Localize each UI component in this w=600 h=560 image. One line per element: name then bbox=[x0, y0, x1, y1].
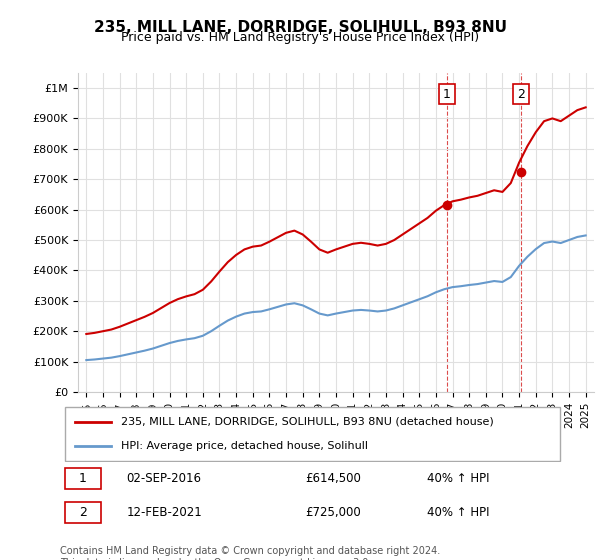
Text: 12-FEB-2021: 12-FEB-2021 bbox=[127, 506, 202, 519]
Text: Contains HM Land Registry data © Crown copyright and database right 2024.
This d: Contains HM Land Registry data © Crown c… bbox=[60, 546, 440, 560]
Text: 40% ↑ HPI: 40% ↑ HPI bbox=[427, 506, 490, 519]
Text: 235, MILL LANE, DORRIDGE, SOLIHULL, B93 8NU: 235, MILL LANE, DORRIDGE, SOLIHULL, B93 … bbox=[94, 20, 506, 35]
Text: 1: 1 bbox=[443, 87, 451, 101]
FancyBboxPatch shape bbox=[65, 407, 560, 461]
Text: 2: 2 bbox=[79, 506, 87, 519]
Text: £725,000: £725,000 bbox=[305, 506, 361, 519]
Text: 02-SEP-2016: 02-SEP-2016 bbox=[127, 472, 202, 485]
Text: Price paid vs. HM Land Registry's House Price Index (HPI): Price paid vs. HM Land Registry's House … bbox=[121, 31, 479, 44]
FancyBboxPatch shape bbox=[65, 502, 101, 523]
Text: £614,500: £614,500 bbox=[305, 472, 361, 485]
FancyBboxPatch shape bbox=[65, 468, 101, 489]
Text: 2: 2 bbox=[517, 87, 525, 101]
Text: 1: 1 bbox=[79, 472, 87, 485]
Text: HPI: Average price, detached house, Solihull: HPI: Average price, detached house, Soli… bbox=[121, 441, 368, 451]
Text: 40% ↑ HPI: 40% ↑ HPI bbox=[427, 472, 490, 485]
Text: 235, MILL LANE, DORRIDGE, SOLIHULL, B93 8NU (detached house): 235, MILL LANE, DORRIDGE, SOLIHULL, B93 … bbox=[121, 417, 494, 427]
